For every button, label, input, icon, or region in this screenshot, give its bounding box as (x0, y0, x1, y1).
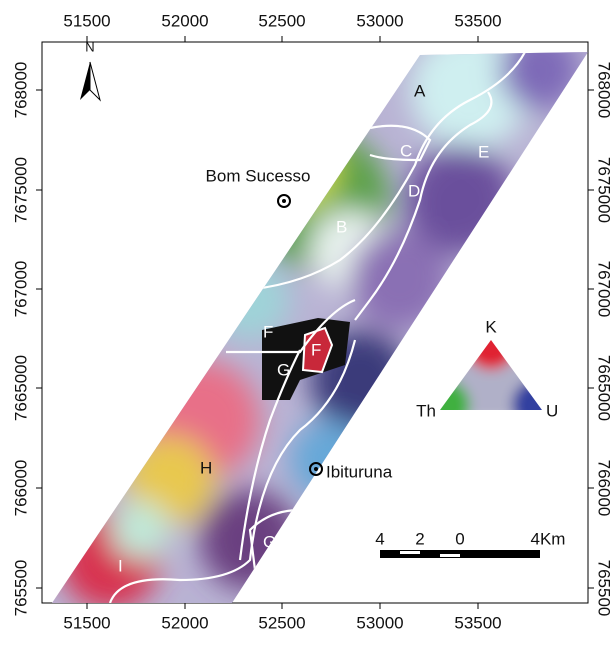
legend-label: K (485, 317, 497, 336)
scale-bar (380, 550, 540, 558)
unit-label: B (336, 217, 347, 236)
x-tick-label: 53000 (356, 613, 403, 632)
unit-label: F (263, 322, 273, 341)
scale-label: 2 (415, 529, 424, 548)
legend-label: U (546, 401, 558, 420)
y-tick-label: 7675000 (11, 157, 30, 223)
unit-label: G (277, 360, 290, 379)
x-tick-label: 51500 (63, 613, 110, 632)
x-tick-label: 53500 (454, 613, 501, 632)
place-marker (314, 467, 318, 471)
unit-label: E (478, 142, 489, 161)
y-tick-label: 768000 (595, 62, 613, 119)
x-tick-label: 53500 (454, 11, 501, 30)
legend-label: Th (416, 401, 436, 420)
y-tick-label: 7675000 (595, 157, 613, 223)
place-label: Ibituruna (326, 462, 393, 481)
unit-label: F (311, 340, 321, 359)
y-tick-label: 766000 (595, 460, 613, 517)
unit-label: G (263, 532, 276, 551)
map: N Bom Sucesso Ibituruna A B C D E F F G … (0, 0, 613, 657)
unit-label: H (200, 458, 212, 477)
y-tick-label: 766000 (11, 460, 30, 517)
place-marker (282, 199, 286, 203)
x-tick-label: 51500 (63, 11, 110, 30)
x-tick-label: 52000 (161, 613, 208, 632)
unit-label: A (414, 81, 426, 100)
x-tick-label: 52500 (258, 613, 305, 632)
place-label: Bom Sucesso (206, 166, 311, 185)
x-tick-label: 52500 (258, 11, 305, 30)
scale-label: 0 (455, 529, 464, 548)
scale-label: 4Km (531, 529, 566, 548)
y-tick-label: 7665000 (11, 355, 30, 421)
y-tick-label: 768000 (11, 62, 30, 119)
y-tick-label: 7665000 (595, 355, 613, 421)
x-tick-label: 52000 (161, 11, 208, 30)
y-tick-label: 767000 (11, 261, 30, 318)
unit-label: C (400, 141, 412, 160)
unit-label: I (118, 556, 123, 575)
y-tick-label: 767000 (595, 261, 613, 318)
y-tick-label: 765500 (595, 560, 613, 617)
unit-label: D (408, 181, 420, 200)
x-tick-label: 53000 (356, 11, 403, 30)
y-tick-label: 765500 (11, 560, 30, 617)
scale-label: 4 (375, 529, 384, 548)
